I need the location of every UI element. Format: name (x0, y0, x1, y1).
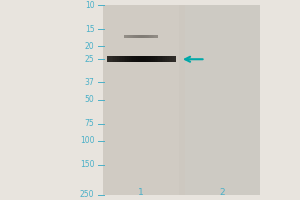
Text: 100: 100 (80, 136, 94, 145)
Text: 2: 2 (219, 188, 225, 197)
Bar (150, 35, 151, 38)
Bar (152, 56, 153, 62)
Bar (142, 35, 143, 38)
Bar (132, 56, 134, 62)
Bar (131, 56, 132, 62)
Bar (157, 56, 158, 62)
Bar (128, 35, 129, 38)
Bar (155, 56, 157, 62)
Bar (153, 35, 154, 38)
Text: 10: 10 (85, 1, 94, 10)
Bar (136, 56, 137, 62)
Text: 20: 20 (85, 42, 94, 51)
Bar (103, 5, 260, 195)
Text: 75: 75 (85, 119, 94, 128)
Bar (155, 35, 156, 38)
Bar (124, 56, 125, 62)
Bar (127, 35, 128, 38)
Bar (165, 56, 167, 62)
Bar (137, 35, 138, 38)
Bar (138, 56, 139, 62)
Bar (158, 56, 160, 62)
Bar (145, 35, 146, 38)
Bar (153, 56, 155, 62)
Bar (131, 35, 132, 38)
Bar (162, 56, 164, 62)
Bar (144, 35, 145, 38)
Bar (174, 56, 176, 62)
Bar (129, 56, 130, 62)
Bar (115, 56, 117, 62)
Bar (134, 56, 136, 62)
Bar (134, 35, 135, 38)
Bar (143, 35, 144, 38)
Bar (125, 35, 126, 38)
Bar (106, 56, 108, 62)
Text: 1: 1 (138, 188, 144, 197)
Bar (160, 56, 162, 62)
Bar (170, 56, 172, 62)
Bar (118, 56, 120, 62)
Bar (143, 56, 145, 62)
Bar (132, 35, 133, 38)
Bar (157, 35, 158, 38)
Bar (108, 56, 110, 62)
Bar (149, 35, 150, 38)
Bar (126, 35, 127, 38)
Bar (154, 35, 155, 38)
Text: 150: 150 (80, 160, 94, 169)
Bar (135, 35, 136, 38)
Bar (146, 35, 147, 38)
Bar (127, 56, 129, 62)
Bar (169, 56, 170, 62)
Bar (147, 35, 148, 38)
Text: 25: 25 (85, 55, 94, 64)
Bar (164, 56, 165, 62)
Bar (148, 56, 150, 62)
Bar (172, 56, 174, 62)
Bar (184, 5, 260, 195)
Text: 50: 50 (85, 95, 94, 104)
Bar (151, 35, 152, 38)
Bar (139, 35, 140, 38)
Bar (141, 35, 142, 38)
Bar (124, 35, 125, 38)
Bar (150, 56, 152, 62)
Bar (148, 35, 149, 38)
Bar (145, 56, 146, 62)
Bar (122, 56, 124, 62)
Bar (139, 56, 141, 62)
Bar (130, 35, 131, 38)
Bar (138, 35, 139, 38)
Bar (103, 5, 178, 195)
Bar (146, 56, 148, 62)
Text: 250: 250 (80, 190, 94, 199)
Bar (167, 56, 169, 62)
Bar (133, 35, 134, 38)
Bar (140, 35, 141, 38)
Bar (141, 56, 143, 62)
Bar (117, 56, 118, 62)
Bar (110, 56, 112, 62)
Text: 15: 15 (85, 25, 94, 34)
Bar (120, 56, 122, 62)
Bar (125, 56, 127, 62)
Bar (136, 35, 137, 38)
Bar (152, 35, 153, 38)
Text: 37: 37 (85, 78, 94, 87)
Bar (113, 56, 115, 62)
Bar (156, 35, 157, 38)
Bar (129, 35, 130, 38)
Bar (112, 56, 113, 62)
